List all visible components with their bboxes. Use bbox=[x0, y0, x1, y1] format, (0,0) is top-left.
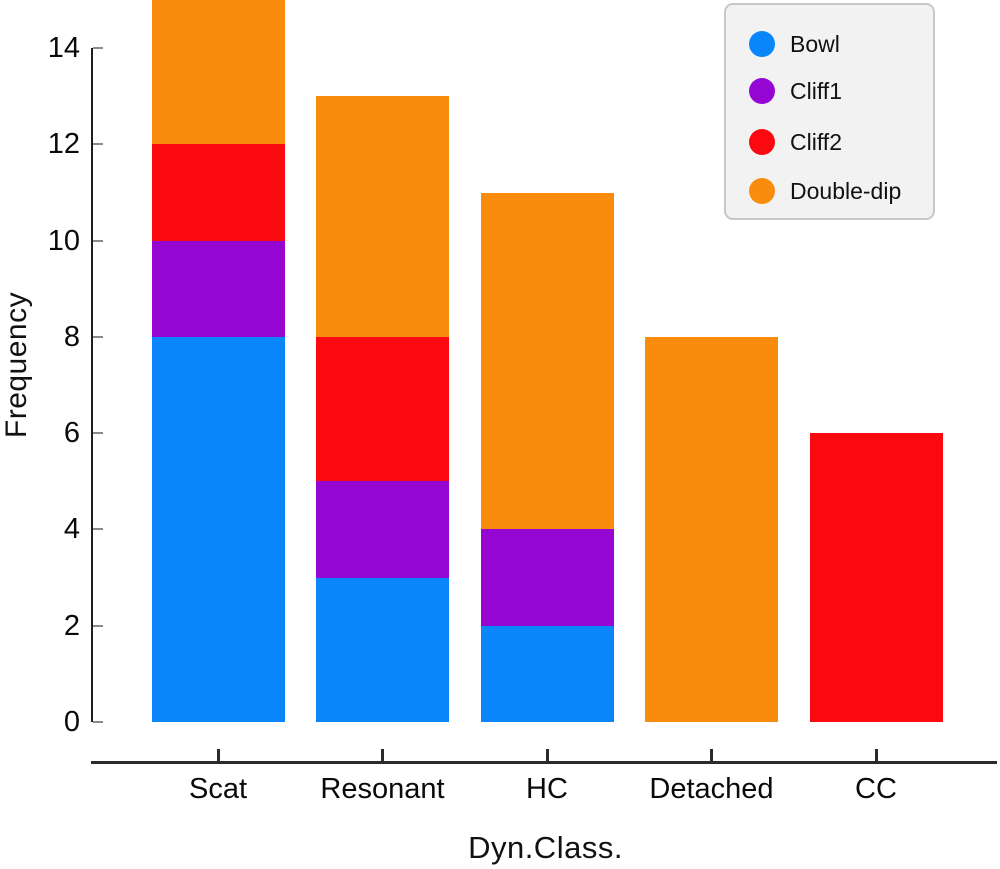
y-tick-12 bbox=[93, 143, 103, 146]
bar-segment-scat-cliff1 bbox=[151, 240, 285, 337]
y-tick-10 bbox=[93, 239, 103, 242]
legend: Bowl Cliff1 Cliff2 Double-dip bbox=[724, 3, 935, 220]
bar-segment-resonant-cliff2 bbox=[316, 336, 449, 482]
bar-segment-cc-cliff2 bbox=[809, 433, 943, 722]
y-tick-label-10: 10 bbox=[47, 224, 80, 257]
legend-label-bowl: Bowl bbox=[790, 30, 840, 57]
x-tick-label-cc: CC bbox=[855, 773, 897, 805]
x-tick-scat bbox=[216, 749, 220, 762]
x-tick-hc bbox=[545, 749, 549, 762]
x-tick-label-detached: Detached bbox=[649, 773, 774, 805]
legend-label-cliff2: Cliff2 bbox=[790, 128, 842, 155]
bar-segment-resonant-cliff1 bbox=[316, 481, 449, 578]
legend-swatch-cliff1-icon bbox=[749, 78, 775, 104]
y-tick-6 bbox=[93, 432, 103, 435]
y-tick-14 bbox=[93, 47, 103, 50]
x-tick-resonant bbox=[381, 749, 384, 762]
legend-swatch-cliff2-icon bbox=[749, 129, 775, 155]
y-tick-label-2: 2 bbox=[63, 609, 80, 642]
bar-segment-detached-double-dip bbox=[645, 336, 778, 722]
y-tick-0 bbox=[93, 721, 103, 723]
bar-segment-hc-double-dip bbox=[480, 192, 614, 530]
y-tick-4 bbox=[93, 528, 103, 531]
y-tick-label-4: 4 bbox=[63, 513, 80, 546]
y-axis-spine bbox=[91, 48, 93, 722]
legend-swatch-bowl-icon bbox=[749, 31, 775, 57]
bar-segment-hc-bowl bbox=[480, 625, 614, 722]
x-tick-label-scat: Scat bbox=[188, 773, 248, 805]
legend-item-bowl: Bowl bbox=[726, 26, 933, 62]
y-tick-label-8: 8 bbox=[63, 320, 80, 353]
bar-segment-resonant-double-dip bbox=[316, 96, 449, 337]
x-tick-label-hc: HC bbox=[526, 773, 568, 805]
x-axis-title: Dyn.Class. bbox=[468, 830, 623, 865]
legend-label-cliff1: Cliff1 bbox=[790, 77, 842, 104]
x-tick-detached bbox=[710, 749, 713, 762]
x-tick-cc bbox=[874, 749, 878, 762]
y-tick-label-12: 12 bbox=[47, 128, 80, 161]
y-tick-label-14: 14 bbox=[47, 32, 80, 65]
legend-item-cliff1: Cliff1 bbox=[726, 73, 933, 109]
bar-segment-hc-cliff1 bbox=[480, 529, 614, 626]
bar-segment-scat-double-dip bbox=[151, 0, 285, 145]
legend-item-cliff2: Cliff2 bbox=[726, 124, 933, 160]
legend-item-double-dip: Double-dip bbox=[726, 173, 933, 209]
y-tick-2 bbox=[93, 624, 103, 627]
y-tick-8 bbox=[93, 335, 103, 338]
bar-segment-resonant-bowl bbox=[316, 577, 449, 722]
y-tick-label-0: 0 bbox=[63, 706, 80, 738]
x-tick-label-resonant: Resonant bbox=[320, 773, 445, 805]
legend-swatch-double-dip-icon bbox=[749, 178, 775, 204]
y-tick-label-6: 6 bbox=[63, 417, 80, 450]
x-axis-line bbox=[91, 761, 997, 764]
bar-segment-scat-cliff2 bbox=[151, 144, 285, 241]
legend-label-double-dip: Double-dip bbox=[790, 177, 902, 204]
bar-segment-scat-bowl bbox=[151, 336, 285, 722]
